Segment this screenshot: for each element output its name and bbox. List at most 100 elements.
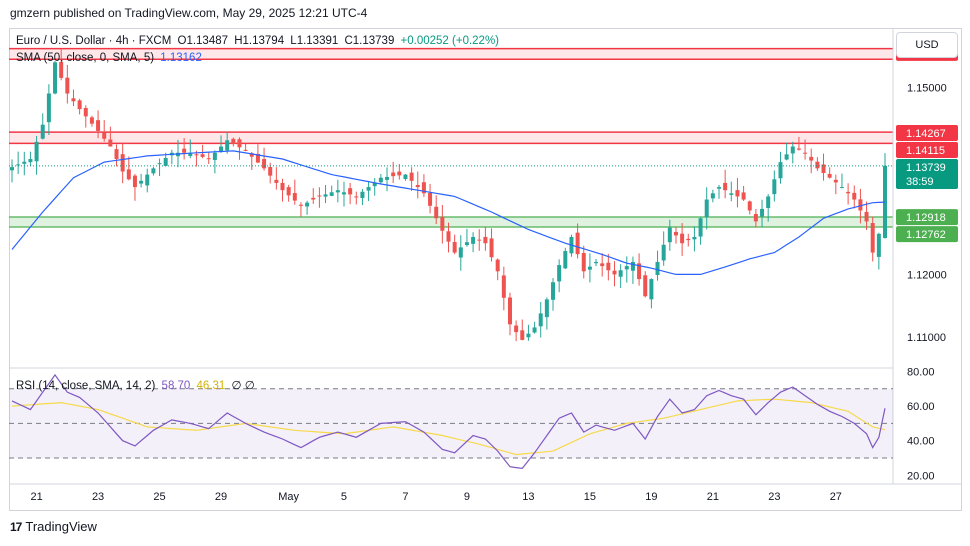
time-tick-label: 25 xyxy=(153,491,165,503)
candle-body xyxy=(790,146,795,154)
candle-body xyxy=(372,182,377,187)
candle-body xyxy=(243,149,248,151)
sma-legend[interactable]: SMA (50, close, 0, SMA, 5) 1.13162 xyxy=(16,52,205,64)
main-legend[interactable]: Euro / U.S. Dollar · 4h · FXCM O1.13487 … xyxy=(16,35,502,47)
candle-body xyxy=(249,153,254,157)
candle-body xyxy=(600,263,605,267)
price-change: +0.00252 (+0.22%) xyxy=(400,35,500,47)
candle-body xyxy=(102,132,107,139)
candle-body xyxy=(489,238,494,258)
candle-body xyxy=(606,262,611,271)
price-label-tag xyxy=(896,226,958,243)
candle-body xyxy=(514,325,519,333)
price-tick-label: 1.15000 xyxy=(907,82,947,94)
ohlc-low: L1.13391 xyxy=(290,35,339,47)
time-tick-label: 23 xyxy=(768,491,780,503)
rsi-pane xyxy=(9,373,893,470)
candle-body xyxy=(96,120,101,131)
candle-body xyxy=(846,191,851,194)
candle-body xyxy=(40,124,45,139)
candle-body xyxy=(305,202,310,207)
time-tick-label: 23 xyxy=(92,491,104,503)
candle-body xyxy=(495,259,500,272)
candle-body xyxy=(360,191,365,199)
candle-body xyxy=(827,173,832,178)
rsi-axis: 80.00 60.00 40.00 20.00 xyxy=(907,366,935,482)
candle-body xyxy=(366,187,371,191)
candle-body xyxy=(760,208,765,217)
time-tick-label: May xyxy=(278,491,299,503)
candle-body xyxy=(630,261,635,271)
candle-body xyxy=(280,182,285,191)
candle-body xyxy=(206,158,211,160)
candle-body xyxy=(83,107,88,117)
candle-body xyxy=(667,227,672,243)
time-tick-label: 21 xyxy=(30,491,42,503)
time-tick-label: 15 xyxy=(584,491,596,503)
time-tick-label: 5 xyxy=(341,491,347,503)
candle-body xyxy=(298,204,303,206)
candle-body xyxy=(692,236,697,240)
candle-body xyxy=(151,168,156,174)
support-zone xyxy=(9,217,893,228)
ohlc-close: C1.13739 xyxy=(344,35,395,47)
candle-body xyxy=(833,179,838,183)
candle-body xyxy=(440,217,445,231)
candle-body xyxy=(188,152,193,156)
resistance-zone xyxy=(9,48,893,60)
candle-body xyxy=(532,327,537,333)
footer-brand: TradingView xyxy=(25,519,97,534)
candle-body xyxy=(557,265,562,282)
rsi-extra: ∅ ∅ xyxy=(231,380,255,392)
candle-body xyxy=(163,157,168,166)
candle-body xyxy=(587,266,592,270)
candle-body xyxy=(132,175,137,188)
candle-body xyxy=(409,172,414,181)
currency-button[interactable]: USD xyxy=(896,32,958,58)
candle-body xyxy=(575,232,580,255)
candle-body xyxy=(594,261,599,264)
time-tick-label: 7 xyxy=(402,491,408,503)
candle-body xyxy=(477,239,482,241)
candle-body xyxy=(520,330,525,340)
candle-body xyxy=(483,236,488,244)
candle-body xyxy=(378,177,383,183)
candle-body xyxy=(618,270,623,277)
candle-body xyxy=(274,179,279,183)
candle-body xyxy=(772,179,777,195)
candles-layer xyxy=(10,48,887,342)
candle-body xyxy=(317,195,322,197)
price-label-text: 1.13739 xyxy=(906,162,946,174)
candle-body xyxy=(292,193,297,201)
candle-body xyxy=(723,182,728,191)
candle-body xyxy=(403,174,408,179)
candle-body xyxy=(680,233,685,244)
candle-body xyxy=(46,93,51,123)
countdown-text: 38:59 xyxy=(906,176,934,188)
candle-body xyxy=(821,164,826,174)
candle-body xyxy=(507,297,512,325)
sma50-line xyxy=(11,150,886,275)
price-tick-label: 1.12000 xyxy=(907,269,947,281)
time-tick-label: 19 xyxy=(645,491,657,503)
candle-body xyxy=(624,266,629,270)
candle-body xyxy=(544,299,549,318)
candle-body xyxy=(673,231,678,236)
rsi-tick-label: 20.00 xyxy=(907,470,935,482)
candle-body xyxy=(883,165,887,238)
price-label-tag xyxy=(896,158,958,189)
rsi-legend[interactable]: RSI (14, close, SMA, 14, 2) 58.70 46.31 … xyxy=(16,378,258,392)
candle-body xyxy=(717,187,722,189)
candle-body xyxy=(53,62,58,94)
publish-header: gmzern published on TradingView.com, May… xyxy=(10,6,368,20)
candle-body xyxy=(428,193,433,206)
footer-branding[interactable]: 17 TradingView xyxy=(10,519,97,534)
candle-body xyxy=(341,192,346,195)
ohlc-high: H1.13794 xyxy=(234,35,285,47)
candle-body xyxy=(16,164,21,166)
candle-body xyxy=(255,153,260,163)
candle-body xyxy=(864,211,869,222)
rsi-label: RSI (14, close, SMA, 14, 2) xyxy=(16,380,156,392)
candle-body xyxy=(464,242,469,246)
